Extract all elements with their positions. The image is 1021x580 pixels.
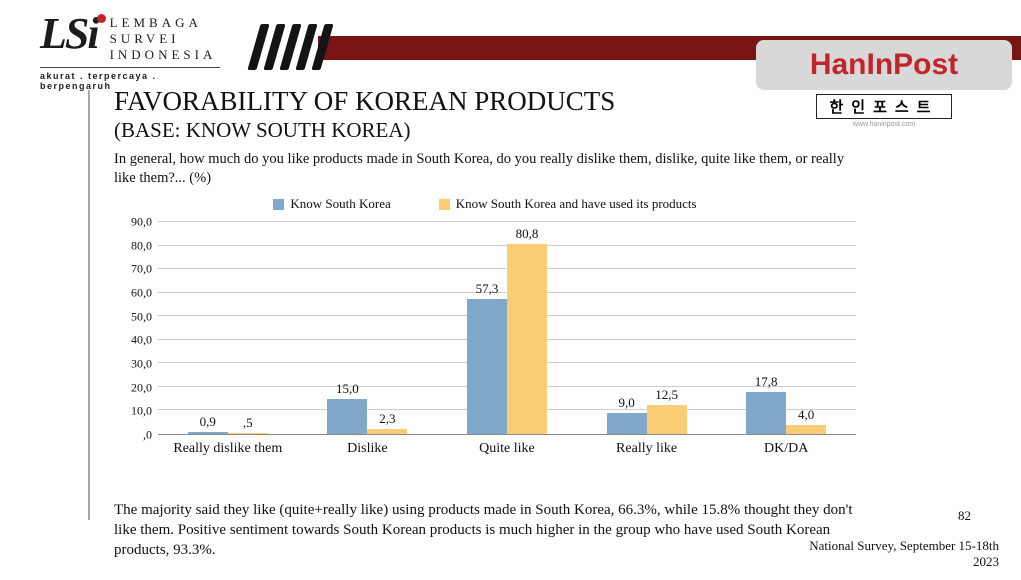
x-category-label: Really dislike them <box>173 441 283 456</box>
gridline <box>158 221 856 222</box>
y-tick-label: 10,0 <box>131 403 152 418</box>
lsi-monogram-text: LSi <box>40 9 100 58</box>
bar-column: 80,8 <box>506 222 547 434</box>
bar-group: 0,9 ,5 <box>158 222 298 434</box>
plot-area: 0,9 ,5 15,0 2,3 57,3 80,8 9,0 12,5 17,8 4,0 <box>158 221 856 435</box>
bar-column: 17,8 <box>746 222 787 434</box>
bar-used-products <box>786 424 827 434</box>
chevron-stripes-icon <box>247 24 334 70</box>
lsi-name: LEMBAGA SURVEI INDONESIA <box>110 12 217 63</box>
plot-row: ,0 10,0 20,0 30,0 40,0 50,0 60,0 70,0 80,0 90,0 0… <box>114 215 856 442</box>
y-tick-label: 60,0 <box>131 285 152 300</box>
bar-value-label: 0,9 <box>199 413 216 429</box>
y-tick-label: 50,0 <box>131 309 152 324</box>
y-axis-labels: ,0 10,0 20,0 30,0 40,0 50,0 60,0 70,0 80,0 90,0 <box>114 215 158 442</box>
bar-value-label: 15,0 <box>336 380 359 396</box>
bar-column: 15,0 <box>327 222 368 434</box>
legend-label-used: Know South Korea and have used its produ… <box>455 196 697 211</box>
haninpost-name: HanInPost <box>809 48 959 81</box>
bar-value-label: ,5 <box>242 414 253 430</box>
haninpost-logo-background: HanInPost <box>756 40 1012 90</box>
lsi-name-line2: SURVEI <box>109 31 180 46</box>
y-tick-label: 40,0 <box>131 332 152 347</box>
bar-know-south-korea <box>606 412 647 434</box>
y-tick-label: 90,0 <box>131 214 152 229</box>
bar-column: 0,9 <box>187 222 228 434</box>
bar-column: ,5 <box>227 222 268 434</box>
bar-know-south-korea <box>466 299 507 434</box>
page-subtitle: (BASE: KNOW SOUTH KOREA) <box>114 118 411 142</box>
lsi-logo-top: LSi LEMBAGA SURVEI INDONESIA <box>40 12 220 68</box>
page-title: FAVORABILITY OF KOREAN PRODUCTS <box>114 86 616 116</box>
lsi-name-line3: INDONESIA <box>109 47 217 62</box>
page-number: 82 <box>958 508 971 523</box>
x-category-label: Dislike <box>347 441 388 456</box>
bar-value-label: 4,0 <box>798 406 815 422</box>
y-tick-label: 20,0 <box>131 380 152 395</box>
bar-column: 2,3 <box>367 222 408 434</box>
bar-chart: Know South Korea Know South Korea and ha… <box>114 196 856 457</box>
x-category-label: Quite like <box>479 441 535 456</box>
bar-value-label: 57,3 <box>475 281 499 297</box>
bar-used-products <box>646 404 687 434</box>
bar-group: 9,0 12,5 <box>577 222 717 434</box>
legend-item-used: Know South Korea and have used its produ… <box>438 196 697 212</box>
bar-know-south-korea <box>187 431 228 434</box>
bar-value-label: 2,3 <box>379 410 396 426</box>
left-divider-line <box>88 90 90 520</box>
survey-footnote-line1: National Survey, September 15-18th <box>809 538 999 553</box>
bar-column: 12,5 <box>646 222 687 434</box>
summary-text: The majority said they like (quite+reall… <box>114 502 853 558</box>
y-tick-label: 30,0 <box>131 356 152 371</box>
bar-value-label: 9,0 <box>618 394 635 410</box>
survey-footnote: National Survey, September 15-18th 2023 <box>809 538 999 570</box>
bar-column: 57,3 <box>466 222 507 434</box>
bar-used-products <box>367 428 408 434</box>
x-axis-labels: Really dislike them Dislike Quite like Real… <box>158 441 856 457</box>
haninpost-korean-name: 한인포스트 <box>816 94 952 119</box>
lsi-name-line1: LEMBAGA <box>109 15 202 30</box>
x-category-label: DK/DA <box>764 441 809 456</box>
chart-legend: Know South Korea Know South Korea and ha… <box>114 196 856 212</box>
bar-group: 17,8 4,0 <box>716 222 856 434</box>
legend-label-know: Know South Korea <box>290 196 391 211</box>
y-tick-label: ,0 <box>143 427 152 442</box>
bar-value-label: 17,8 <box>754 374 778 390</box>
bar-know-south-korea <box>327 398 368 434</box>
bar-column: 4,0 <box>786 222 827 434</box>
survey-question-text: In general, how much do you like product… <box>114 151 845 186</box>
survey-footnote-line2: 2023 <box>973 554 999 569</box>
y-tick-label: 70,0 <box>131 261 152 276</box>
bar-know-south-korea <box>746 392 787 434</box>
bar-used-products <box>227 432 268 434</box>
haninpost-logo: HanInPost 한인포스트 www.haninpost.com <box>756 40 1012 128</box>
lsi-tagline: akurat . terpercaya . berpengaruh <box>40 71 157 91</box>
legend-swatch-0 <box>273 198 285 210</box>
bar-group: 15,0 2,3 <box>298 222 438 434</box>
bar-groups: 0,9 ,5 15,0 2,3 57,3 80,8 9,0 12,5 17,8 4,0 <box>158 222 856 434</box>
bar-used-products <box>506 243 547 434</box>
x-category-label: Really like <box>616 441 678 456</box>
legend-swatch-1 <box>438 198 450 210</box>
lsi-monogram: LSi <box>40 12 110 56</box>
bar-group: 57,3 80,8 <box>437 222 577 434</box>
legend-item-know: Know South Korea <box>273 196 391 212</box>
haninpost-url: www.haninpost.com <box>852 121 916 128</box>
bar-value-label: 80,8 <box>515 225 539 241</box>
bar-value-label: 12,5 <box>655 386 678 402</box>
lsi-red-dot-icon <box>96 14 106 23</box>
lsi-logo: LSi LEMBAGA SURVEI INDONESIA akurat . te… <box>40 12 220 91</box>
bar-column: 9,0 <box>606 222 647 434</box>
y-tick-label: 80,0 <box>131 238 152 253</box>
